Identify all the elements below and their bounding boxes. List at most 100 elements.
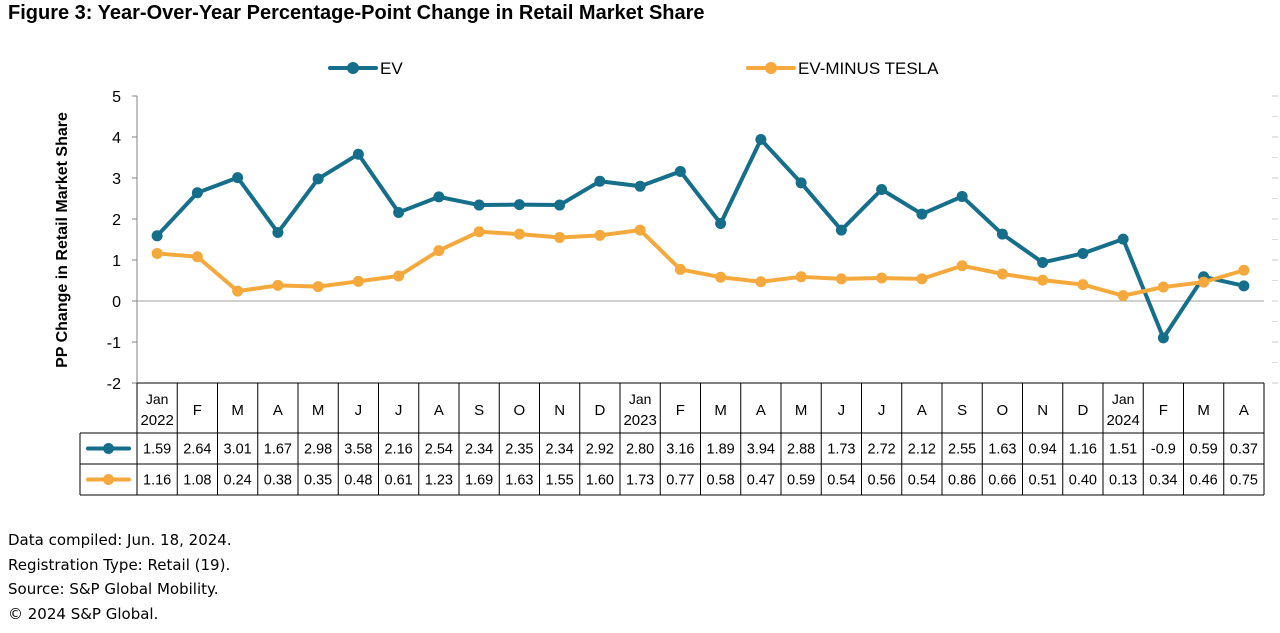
table-value: 2.34 xyxy=(465,442,493,458)
table-value: 1.73 xyxy=(626,473,654,489)
series-1-point xyxy=(916,273,928,285)
series-0-point xyxy=(715,218,727,230)
table-key-marker xyxy=(103,474,114,485)
series-0-point xyxy=(1238,280,1250,292)
plot-area xyxy=(137,133,1264,344)
footnote-data-compiled: Data compiled: Jun. 18, 2024. xyxy=(8,531,232,549)
category-label: A xyxy=(273,402,283,419)
series-1-point xyxy=(996,268,1008,280)
legend-swatch-marker xyxy=(765,62,777,74)
series-1-point xyxy=(594,229,606,241)
series-1-point xyxy=(795,271,807,283)
series-0-point xyxy=(835,224,847,236)
series-0-point xyxy=(191,187,203,199)
table-value: 0.37 xyxy=(1230,442,1258,458)
series-0-point xyxy=(513,199,525,211)
series-1-point xyxy=(272,279,284,291)
series-line-0 xyxy=(155,137,1246,340)
table-key-marker xyxy=(103,443,114,454)
table-value: 1.69 xyxy=(465,473,493,489)
category-label: N xyxy=(1037,402,1048,419)
series-0-point xyxy=(956,190,968,202)
table-value: 2.55 xyxy=(948,442,976,458)
table-value: 0.66 xyxy=(988,473,1016,489)
y-tick-label: 3 xyxy=(112,171,121,188)
table-value: 0.54 xyxy=(827,473,855,489)
category-label: A xyxy=(1239,402,1249,419)
table-value: 1.55 xyxy=(546,473,574,489)
category-label: M xyxy=(1197,402,1210,419)
series-1-point xyxy=(1117,290,1129,302)
series-0-point xyxy=(473,199,485,211)
table-value: 1.16 xyxy=(143,473,171,489)
table-value: 0.56 xyxy=(868,473,896,489)
legend-label: EV-MINUS TESLA xyxy=(798,59,939,78)
legend: EV EV-MINUS TESLA xyxy=(328,59,939,78)
series-0-point xyxy=(996,228,1008,240)
table-value: 0.59 xyxy=(1190,442,1218,458)
series-0-point xyxy=(1157,332,1169,344)
series-0-point xyxy=(1117,233,1129,245)
footnotes: Data compiled: Jun. 18, 2024. Registrati… xyxy=(8,528,232,626)
category-label: M xyxy=(312,402,325,419)
category-label: F xyxy=(1159,402,1168,419)
category-label: S xyxy=(957,402,967,419)
category-year-label: 2023 xyxy=(623,412,656,429)
table-value: 1.67 xyxy=(264,442,292,458)
series-1-point xyxy=(755,276,767,288)
category-label: J xyxy=(355,402,363,419)
line-chart: EV EV-MINUS TESLA PP Change in Retail Mar… xyxy=(54,59,1278,496)
category-label: F xyxy=(676,402,685,419)
data-table: Jan 2022 F M A M J J A S O N D Jan 2023 F M A M J J A S O N D Jan 2… xyxy=(79,382,1265,496)
category-label: D xyxy=(594,402,605,419)
figure-title: Figure 3: Year-Over-Year Percentage-Poin… xyxy=(8,2,705,24)
series-1-point xyxy=(835,273,847,285)
series-0-point xyxy=(1077,247,1089,259)
table-value: 1.89 xyxy=(707,442,735,458)
footnote-copyright: © 2024 S&P Global. xyxy=(8,604,159,623)
y-axis: PP Change in Retail Market Share 5 4 3 2 1 0 -1… xyxy=(54,89,1278,393)
y-tick-label: 0 xyxy=(112,294,121,311)
category-label: S xyxy=(474,402,484,419)
series-1-point xyxy=(1238,264,1250,276)
series-1-point xyxy=(433,245,445,257)
series-1-point xyxy=(554,231,566,243)
y-tick-label: 2 xyxy=(112,212,121,229)
series-1-point xyxy=(1157,281,1169,293)
category-label: J xyxy=(878,402,886,419)
category-year-label: 2022 xyxy=(140,412,173,429)
table-value: 1.60 xyxy=(586,473,614,489)
series-1-point xyxy=(674,263,686,275)
y-tick-label: 1 xyxy=(112,253,121,270)
y-tick-label: -1 xyxy=(107,335,121,352)
table-value: 1.73 xyxy=(827,442,855,458)
category-label: O xyxy=(514,402,526,419)
y-axis-label: PP Change in Retail Market Share xyxy=(54,112,71,368)
footnote-registration-type: Registration Type: Retail (19). xyxy=(8,555,231,574)
table-value: 0.61 xyxy=(385,473,413,489)
category-label: A xyxy=(756,402,766,419)
series-0-point xyxy=(433,191,445,203)
category-label: J xyxy=(395,402,403,419)
category-label: D xyxy=(1077,402,1088,419)
table-value: 2.34 xyxy=(546,442,574,458)
category-label: Jan xyxy=(1112,391,1135,407)
series-1-point xyxy=(956,260,968,272)
table-value: 0.34 xyxy=(1149,473,1177,489)
table-value: 3.94 xyxy=(747,442,775,458)
series-0-point xyxy=(232,172,244,184)
table-value: 0.86 xyxy=(948,473,976,489)
table-value: 1.51 xyxy=(1109,442,1137,458)
table-value: 0.58 xyxy=(707,473,735,489)
table-value: 1.59 xyxy=(143,442,171,458)
series-0-point xyxy=(272,227,284,239)
series-1-point xyxy=(876,272,888,284)
series-0-point xyxy=(352,148,364,160)
series-0-point xyxy=(312,173,324,185)
table-value: 0.54 xyxy=(908,473,936,489)
table-value: 3.16 xyxy=(666,442,694,458)
category-label: F xyxy=(193,402,202,419)
table-value: 0.94 xyxy=(1029,442,1057,458)
series-1-point xyxy=(352,275,364,287)
table-value: 0.47 xyxy=(747,473,775,489)
